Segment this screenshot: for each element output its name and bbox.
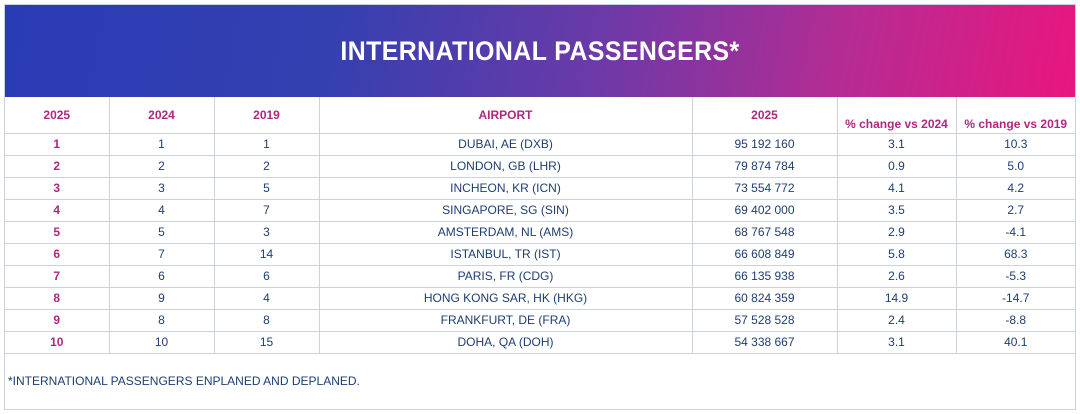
cell-passengers-2025: 54 338 667 [692,331,838,354]
cell-change-vs-2024: 2.6 [837,265,957,288]
cell-passengers-2025: 57 528 528 [692,309,838,332]
col-header-rank-2024: 2024 [109,97,215,134]
cell-change-vs-2024: 4.1 [837,177,957,200]
cell-passengers-2025: 66 135 938 [692,265,838,288]
cell-change-vs-2019: -5.3 [956,265,1075,288]
cell-rank-2024: 10 [109,331,215,354]
cell-rank-2025: 9 [5,309,110,332]
cell-change-vs-2024: 3.1 [837,331,957,354]
cell-rank-2019: 1 [214,133,320,156]
col-header-airport: AIRPORT [319,97,693,134]
page-title: INTERNATIONAL PASSENGERS* [340,35,740,66]
cell-airport: ISTANBUL, TR (IST) [319,243,693,266]
cell-airport: FRANKFURT, DE (FRA) [319,309,693,332]
cell-rank-2024: 2 [109,155,215,178]
table-row: 2 2 2 LONDON, GB (LHR) 79 874 784 0.9 5.0 [5,155,1075,178]
cell-rank-2025: 3 [5,177,110,200]
footnote: *INTERNATIONAL PASSENGERS ENPLANED AND D… [8,374,360,388]
cell-passengers-2025: 66 608 849 [692,243,838,266]
cell-change-vs-2024: 2.4 [837,309,957,332]
cell-rank-2019: 8 [214,309,320,332]
cell-change-vs-2024: 3.1 [837,133,957,156]
cell-rank-2024: 9 [109,287,215,310]
table-body: 1 1 1 DUBAI, AE (DXB) 95 192 160 3.1 10.3 2 2 2 LO… [5,133,1075,354]
cell-rank-2025: 5 [5,221,110,244]
cell-change-vs-2019: 68.3 [956,243,1075,266]
cell-change-vs-2019: -8.8 [956,309,1075,332]
cell-rank-2025: 10 [5,331,110,354]
table-row: 9 8 8 FRANKFURT, DE (FRA) 57 528 528 2.4 -8.8 [5,309,1075,332]
cell-rank-2019: 2 [214,155,320,178]
cell-airport: INCHEON, KR (ICN) [319,177,693,200]
cell-passengers-2025: 79 874 784 [692,155,838,178]
cell-change-vs-2019: -4.1 [956,221,1075,244]
cell-airport: DOHA, QA (DOH) [319,331,693,354]
cell-passengers-2025: 73 554 772 [692,177,838,200]
cell-rank-2019: 7 [214,199,320,222]
cell-change-vs-2019: 5.0 [956,155,1075,178]
cell-airport: SINGAPORE, SG (SIN) [319,199,693,222]
ranking-panel: INTERNATIONAL PASSENGERS* 2025 2024 2019… [4,4,1076,410]
passenger-table: 2025 2024 2019 AIRPORT 2025 % change vs … [5,97,1075,354]
cell-airport: PARIS, FR (CDG) [319,265,693,288]
table-row: 1 1 1 DUBAI, AE (DXB) 95 192 160 3.1 10.3 [5,133,1075,156]
table-row: 5 5 3 AMSTERDAM, NL (AMS) 68 767 548 2.9 -4.1 [5,221,1075,244]
col-header-change-vs-2024: % change vs 2024 [837,97,957,134]
col-header-change-vs-2019: % change vs 2019 [956,97,1075,134]
cell-change-vs-2024: 5.8 [837,243,957,266]
cell-rank-2019: 15 [214,331,320,354]
cell-change-vs-2019: 2.7 [956,199,1075,222]
cell-rank-2025: 7 [5,265,110,288]
cell-airport: DUBAI, AE (DXB) [319,133,693,156]
cell-change-vs-2024: 0.9 [837,155,957,178]
table-row: 8 9 4 HONG KONG SAR, HK (HKG) 60 824 359 14.9… [5,287,1075,310]
col-header-rank-2019: 2019 [214,97,320,134]
col-header-rank-2025: 2025 [5,97,110,134]
cell-rank-2019: 6 [214,265,320,288]
header-row: 2025 2024 2019 AIRPORT 2025 % change vs … [5,97,1075,134]
cell-rank-2025: 4 [5,199,110,222]
cell-change-vs-2024: 14.9 [837,287,957,310]
col-header-passengers-2025: 2025 [692,97,838,134]
cell-rank-2019: 14 [214,243,320,266]
table-row: 3 3 5 INCHEON, KR (ICN) 73 554 772 4.1 4.2 [5,177,1075,200]
cell-airport: AMSTERDAM, NL (AMS) [319,221,693,244]
table-row: 10 10 15 DOHA, QA (DOH) 54 338 667 3.1 40.1 [5,331,1075,354]
cell-passengers-2025: 95 192 160 [692,133,838,156]
cell-change-vs-2019: 40.1 [956,331,1075,354]
cell-change-vs-2019: -14.7 [956,287,1075,310]
title-banner: INTERNATIONAL PASSENGERS* [5,5,1075,97]
cell-rank-2024: 5 [109,221,215,244]
cell-airport: LONDON, GB (LHR) [319,155,693,178]
table-row: 4 4 7 SINGAPORE, SG (SIN) 69 402 000 3.5 2.7 [5,199,1075,222]
cell-passengers-2025: 68 767 548 [692,221,838,244]
cell-rank-2025: 1 [5,133,110,156]
table-row: 7 6 6 PARIS, FR (CDG) 66 135 938 2.6 -5.3 [5,265,1075,288]
cell-passengers-2025: 60 824 359 [692,287,838,310]
cell-rank-2024: 3 [109,177,215,200]
cell-rank-2025: 2 [5,155,110,178]
cell-rank-2024: 4 [109,199,215,222]
cell-rank-2025: 8 [5,287,110,310]
cell-rank-2025: 6 [5,243,110,266]
cell-rank-2019: 5 [214,177,320,200]
cell-rank-2024: 8 [109,309,215,332]
cell-rank-2019: 4 [214,287,320,310]
cell-rank-2024: 7 [109,243,215,266]
cell-rank-2024: 6 [109,265,215,288]
cell-passengers-2025: 69 402 000 [692,199,838,222]
cell-change-vs-2019: 10.3 [956,133,1075,156]
cell-change-vs-2024: 2.9 [837,221,957,244]
cell-rank-2024: 1 [109,133,215,156]
cell-airport: HONG KONG SAR, HK (HKG) [319,287,693,310]
cell-rank-2019: 3 [214,221,320,244]
cell-change-vs-2019: 4.2 [956,177,1075,200]
table-row: 6 7 14 ISTANBUL, TR (IST) 66 608 849 5.8 68.3 [5,243,1075,266]
cell-change-vs-2024: 3.5 [837,199,957,222]
